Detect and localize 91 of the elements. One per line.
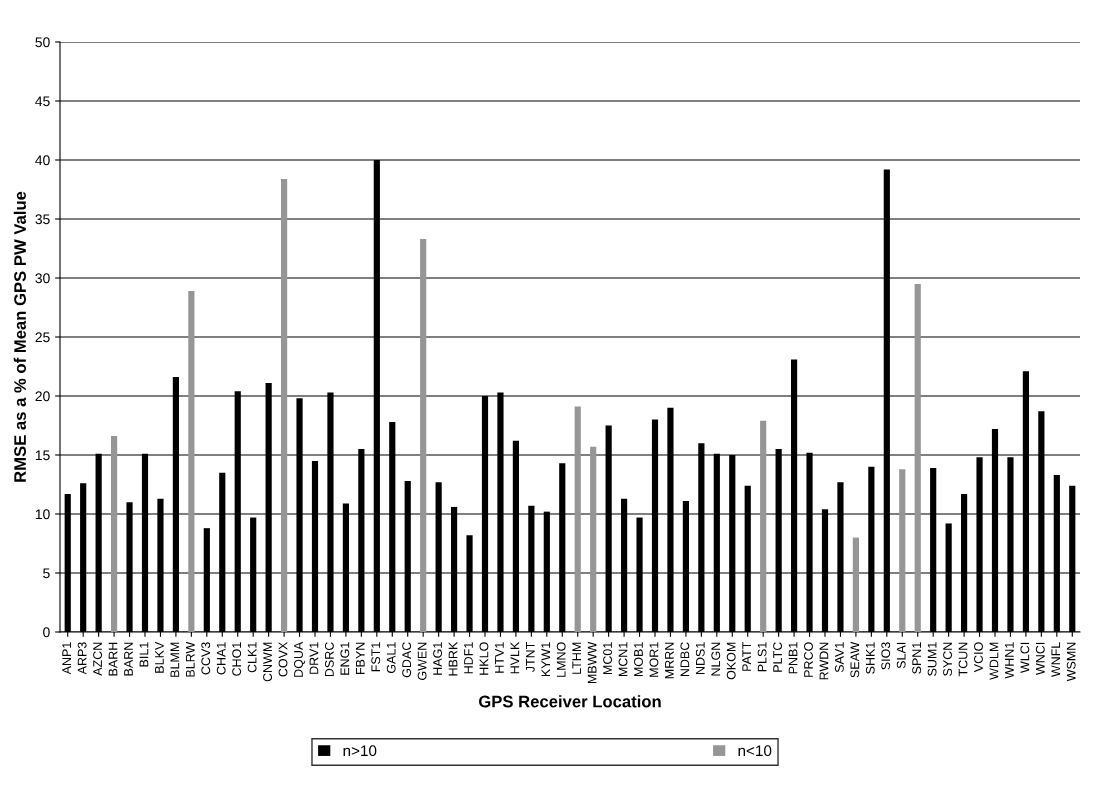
x-tick-label: CLK1 xyxy=(247,642,257,673)
legend-label: n<10 xyxy=(738,745,772,757)
bar xyxy=(188,290,195,632)
y-tick-label: 45 xyxy=(35,96,50,107)
bar xyxy=(760,420,767,632)
x-tick-label: SYCN xyxy=(943,642,952,676)
y-tick-label: 20 xyxy=(35,391,50,402)
x-tick-label: FBYN xyxy=(356,642,365,675)
x-tick-label: SUM1 xyxy=(927,642,937,676)
x-tick-label: PNB1 xyxy=(788,642,798,674)
x-tick-label: HBRK xyxy=(448,641,458,676)
x-tick-label: MOB1 xyxy=(634,642,643,677)
y-tick-label: 40 xyxy=(35,155,50,166)
x-tick-label: WSMN xyxy=(1066,642,1076,682)
x-tick-label: COVX xyxy=(278,641,288,677)
y-tick-label: 0 xyxy=(43,627,50,638)
x-axis-title: GPS Receiver Location xyxy=(478,695,661,708)
x-tick-label: CNWM xyxy=(263,642,272,682)
y-tick-label: 5 xyxy=(43,568,50,579)
x-tick-label: NLGN xyxy=(711,642,721,676)
y-tick-label: 35 xyxy=(35,214,50,225)
x-tick-label: SIO3 xyxy=(881,642,891,670)
x-tick-label: BLMM xyxy=(170,642,180,677)
bar xyxy=(574,406,581,632)
x-tick-label: SLAI xyxy=(896,642,906,669)
x-tick-label: PRCO xyxy=(804,642,813,677)
x-tick-label: MRRN xyxy=(665,642,674,679)
bar xyxy=(111,436,118,632)
legend-label: n>10 xyxy=(343,745,377,757)
x-tick-label: MC01 xyxy=(603,642,612,675)
x-tick-label: DQUA xyxy=(294,641,306,677)
x-tick-label: HAG1 xyxy=(433,642,442,675)
x-tick-label: WHN1 xyxy=(1005,642,1014,679)
x-tick-label: WDLM xyxy=(989,642,999,680)
x-tick-label: MOR1 xyxy=(649,642,659,677)
x-tick-label: PLTC xyxy=(773,642,782,672)
x-tick-label: AZCN xyxy=(93,642,102,676)
x-tick-label: JTNT xyxy=(526,642,535,673)
x-tick-label: WNFL xyxy=(1051,642,1061,678)
y-axis-title: RMSE as a % of Mean GPS PW Value xyxy=(13,191,26,482)
y-tick-label: 25 xyxy=(35,332,50,343)
y-tick-label: 10 xyxy=(35,509,50,520)
x-tick-label: ARP3 xyxy=(77,642,87,675)
x-tick-label: MCN1 xyxy=(618,642,628,677)
x-tick-label: BARN xyxy=(124,642,133,676)
x-tick-label: WNCI xyxy=(1035,642,1045,675)
x-tick-label: WLCI xyxy=(1020,642,1030,673)
y-tick-label: 15 xyxy=(35,450,50,461)
x-tick-label: GWEN xyxy=(417,642,427,680)
bar xyxy=(590,446,597,632)
bar xyxy=(852,537,859,632)
x-tick-label: BLKV xyxy=(155,641,164,673)
x-tick-label: ANP1 xyxy=(62,642,71,675)
x-tick-label: DSRC xyxy=(324,642,334,677)
x-tick-label: NDBC xyxy=(680,642,690,677)
x-tick-label: GAL1 xyxy=(386,642,396,674)
x-tick-label: HKLO xyxy=(479,642,489,675)
x-tick-label: CHA1 xyxy=(216,642,226,675)
x-tick-label: PLS1 xyxy=(757,642,767,672)
x-tick-label: DRV1 xyxy=(309,642,319,674)
x-tick-label: BLRW xyxy=(186,641,195,677)
x-tick-label: SPN1 xyxy=(912,642,922,674)
x-tick-label: HVLK xyxy=(510,641,520,674)
x-tick-label: PATT xyxy=(742,642,751,671)
x-tick-label: CCV3 xyxy=(201,642,211,675)
x-tick-label: NDS1 xyxy=(695,642,705,675)
bar xyxy=(281,178,288,632)
x-tick-label: LMNO xyxy=(556,642,566,677)
x-tick-label: OKOM xyxy=(726,642,736,680)
x-tick-label: LTHM xyxy=(572,642,581,674)
x-tick-label: BARH xyxy=(108,642,118,676)
y-tick-label: 50 xyxy=(35,37,50,48)
x-tick-label: RWDN xyxy=(819,642,829,680)
x-tick-label: SHK1 xyxy=(865,642,875,674)
y-tick-label: 30 xyxy=(35,273,50,284)
x-tick-label: VCIO xyxy=(974,642,983,673)
x-tick-label: SEAW xyxy=(850,641,860,678)
x-tick-label: HDF1 xyxy=(464,642,473,674)
x-tick-label: ENG1 xyxy=(340,642,350,675)
x-tick-label: SAV1 xyxy=(834,642,844,673)
x-tick-label: FST1 xyxy=(371,642,381,672)
x-tick-label: MBWW xyxy=(587,641,597,684)
bar xyxy=(420,239,427,632)
x-tick-label: HTV1 xyxy=(495,642,504,673)
x-tick-label: CHO1 xyxy=(232,642,242,676)
x-tick-label: GDAC xyxy=(402,642,412,678)
x-tick-label: KYW1 xyxy=(541,642,551,677)
bar xyxy=(914,283,921,632)
bar xyxy=(899,469,906,632)
x-tick-label: BIL1 xyxy=(139,642,149,667)
x-tick-label: TCUN xyxy=(958,642,968,677)
